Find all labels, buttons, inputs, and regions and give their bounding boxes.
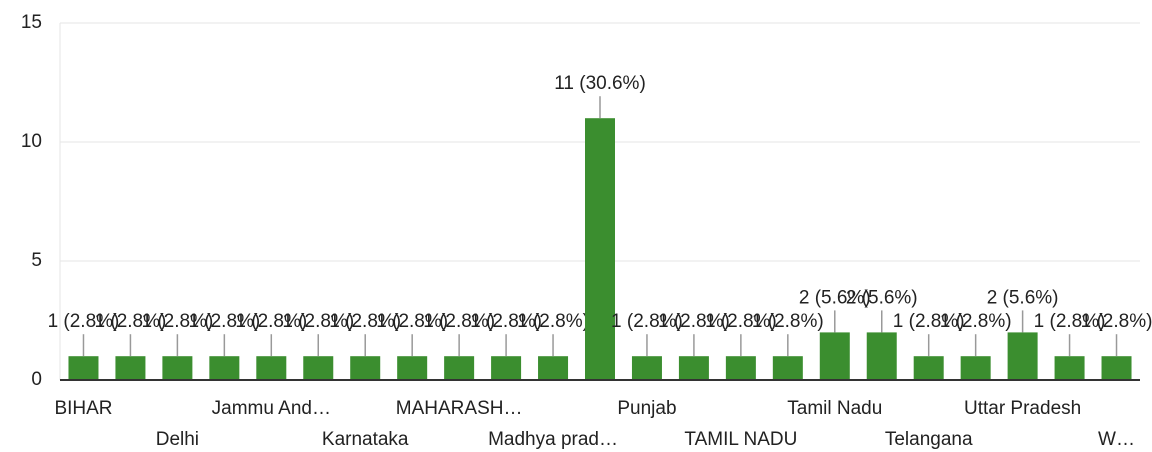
x-tick-label: Uttar Pradesh: [964, 398, 1081, 419]
data-label: 1 (2.8%): [1034, 311, 1106, 332]
data-label: 1 (2.8%): [95, 311, 167, 332]
bar: [209, 356, 240, 380]
x-tick-label: Punjab: [617, 398, 676, 419]
x-tick-label: Telangana: [885, 429, 973, 450]
bar: [1054, 356, 1085, 380]
bar: [913, 356, 944, 380]
bar: [866, 332, 897, 380]
bar: [303, 356, 334, 380]
bar: [585, 118, 615, 380]
bar: [1101, 356, 1132, 380]
bar: [631, 356, 662, 380]
bar: [68, 356, 99, 380]
bar: [162, 356, 193, 380]
bar: [444, 356, 475, 380]
x-tick-label: Jammu And…: [212, 398, 331, 419]
data-label: 1 (2.8%): [141, 311, 213, 332]
bar: [538, 356, 569, 380]
bar: [397, 356, 428, 380]
data-label: 1 (2.8%): [423, 311, 495, 332]
y-tick-label: 5: [31, 250, 42, 271]
data-label: 2 (5.6%): [846, 287, 918, 308]
bar: [819, 332, 850, 380]
x-tick-label: TAMIL NADU: [684, 429, 797, 450]
data-label: 1 (2.8%): [235, 311, 307, 332]
data-label: 1 (2.8%): [376, 311, 448, 332]
data-label: 1 (2.8%): [611, 311, 683, 332]
x-tick-label: Karnataka: [322, 429, 409, 450]
y-tick-label: 10: [21, 131, 42, 152]
data-label: 2 (5.6%): [987, 287, 1059, 308]
bar: [678, 356, 709, 380]
bar: [350, 356, 381, 380]
y-tick-label: 0: [31, 369, 42, 390]
x-tick-label: MAHARASH…: [396, 398, 523, 419]
y-tick-label: 15: [21, 12, 42, 33]
data-label: 1 (2.8%): [282, 311, 354, 332]
data-label: 1 (2.8%): [470, 311, 542, 332]
data-label: 2 (5.6%): [799, 287, 871, 308]
data-label: 1 (2.8%): [705, 311, 777, 332]
bar: [1007, 332, 1038, 380]
bar: [960, 356, 991, 380]
data-label: 1 (2.8%): [658, 311, 730, 332]
data-label: 11 (30.6%): [554, 73, 646, 94]
data-label: 1 (2.8%): [48, 311, 120, 332]
bar: [256, 356, 287, 380]
x-tick-label: W…: [1098, 429, 1135, 450]
bar: [772, 356, 803, 380]
x-tick-label: Madhya prad…: [488, 429, 618, 450]
x-tick-label: BIHAR: [54, 398, 112, 419]
data-label: 1 (2.8%): [1081, 311, 1152, 332]
bar: [725, 356, 756, 380]
data-label: 1 (2.8%): [893, 311, 965, 332]
data-label: 1 (2.8%): [329, 311, 401, 332]
data-label: 1 (2.8%): [517, 311, 589, 332]
data-label: 1 (2.8%): [188, 311, 260, 332]
data-label: 1 (2.8%): [940, 311, 1012, 332]
bar: [115, 356, 146, 380]
x-tick-label: Delhi: [156, 429, 199, 450]
x-tick-label: Tamil Nadu: [787, 398, 882, 419]
data-label: 1 (2.8%): [752, 311, 824, 332]
bar: [491, 356, 522, 380]
